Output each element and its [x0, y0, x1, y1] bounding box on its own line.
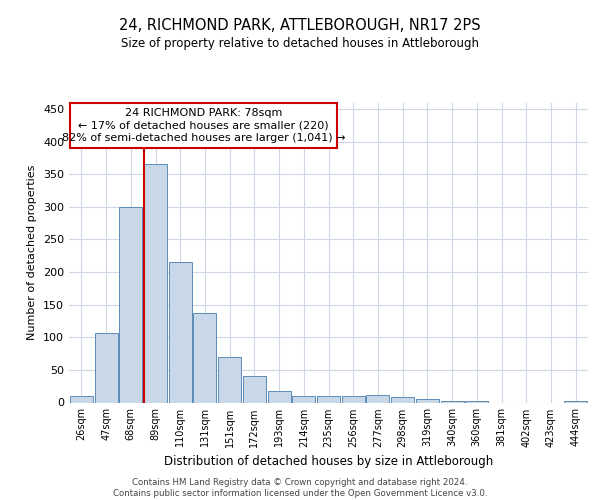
X-axis label: Distribution of detached houses by size in Attleborough: Distribution of detached houses by size …	[164, 455, 493, 468]
Bar	[367, 394, 389, 402]
Bar	[564, 401, 587, 402]
Bar	[119, 207, 142, 402]
Bar	[144, 164, 167, 402]
Bar	[243, 376, 266, 402]
Text: 24 RICHMOND PARK: 78sqm: 24 RICHMOND PARK: 78sqm	[125, 108, 283, 118]
Text: ← 17% of detached houses are smaller (220): ← 17% of detached houses are smaller (22…	[79, 120, 329, 130]
Text: Size of property relative to detached houses in Attleborough: Size of property relative to detached ho…	[121, 38, 479, 51]
Bar	[465, 401, 488, 402]
Bar	[193, 312, 217, 402]
Bar	[391, 398, 414, 402]
Bar	[292, 396, 315, 402]
Text: Contains HM Land Registry data © Crown copyright and database right 2024.
Contai: Contains HM Land Registry data © Crown c…	[113, 478, 487, 498]
Bar	[440, 400, 464, 402]
Bar	[70, 396, 93, 402]
Bar	[169, 262, 192, 402]
Bar	[218, 357, 241, 403]
Bar	[416, 399, 439, 402]
Text: 82% of semi-detached houses are larger (1,041) →: 82% of semi-detached houses are larger (…	[62, 133, 346, 143]
Text: 24, RICHMOND PARK, ATTLEBOROUGH, NR17 2PS: 24, RICHMOND PARK, ATTLEBOROUGH, NR17 2P…	[119, 18, 481, 32]
Bar	[95, 332, 118, 402]
FancyBboxPatch shape	[70, 102, 337, 148]
Y-axis label: Number of detached properties: Number of detached properties	[28, 165, 37, 340]
Bar	[317, 396, 340, 402]
Bar	[268, 392, 290, 402]
Bar	[342, 396, 365, 402]
